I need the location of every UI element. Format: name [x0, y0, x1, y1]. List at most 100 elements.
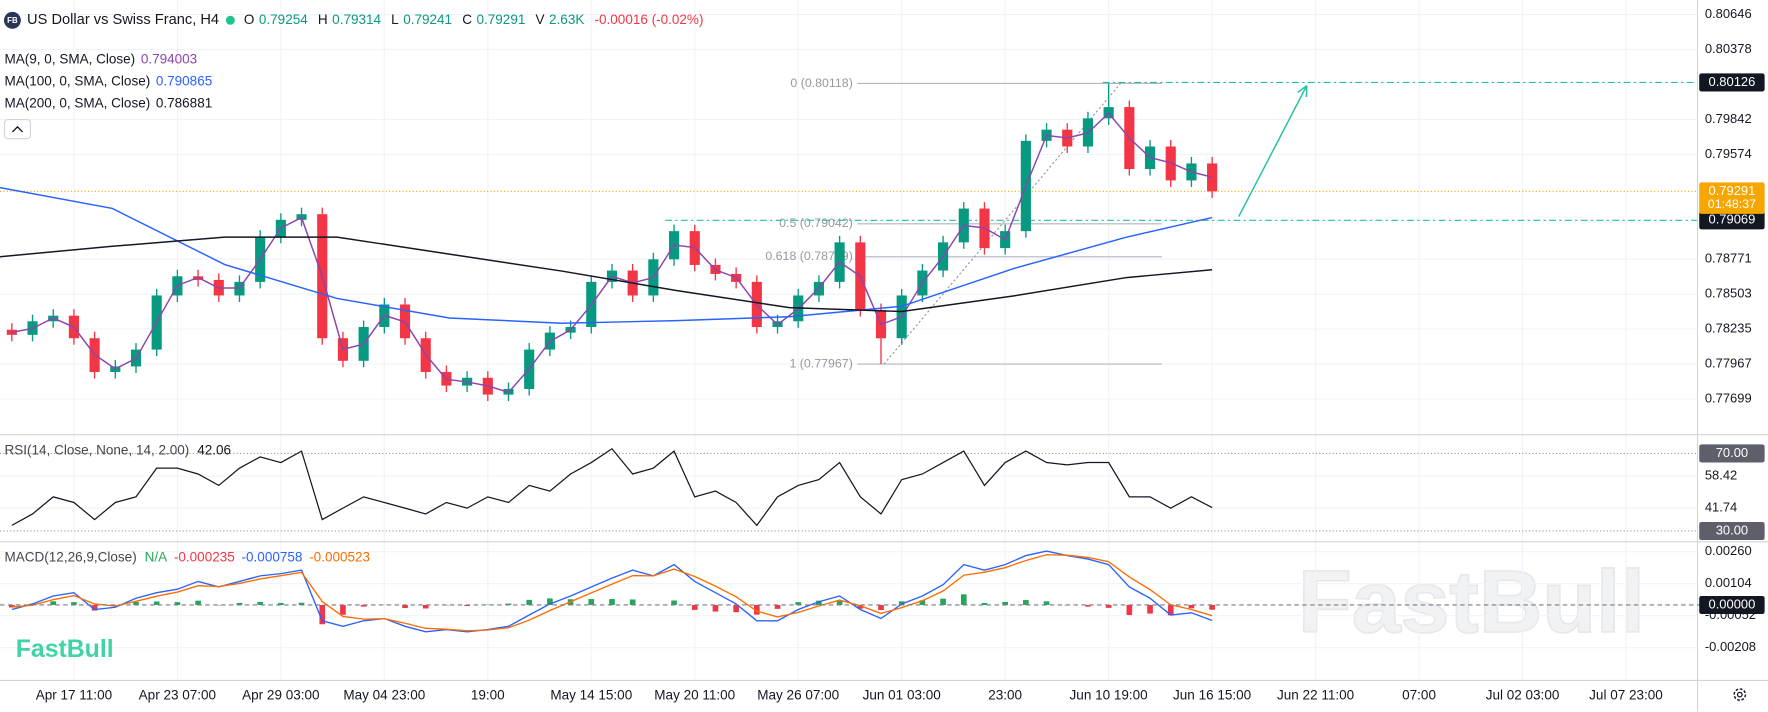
price-tick-label: 0.80646: [1705, 6, 1752, 21]
price-tick-label: 41.74: [1705, 500, 1737, 515]
histogram-bar: [629, 599, 636, 605]
symbol-title: US Dollar vs Swiss Franc, H4: [27, 12, 219, 28]
histogram-bar: [712, 604, 719, 612]
histogram-bar: [153, 601, 160, 605]
histogram-bar: [816, 600, 822, 605]
stat-value: 0.79291: [477, 12, 526, 27]
collapse-button[interactable]: [3, 118, 32, 140]
axis-value-box: [1699, 182, 1765, 214]
fib-level-label: 1 (0.77967): [789, 356, 852, 370]
histogram-bar: [919, 600, 926, 605]
macd-series-value: -0.000758: [242, 550, 303, 565]
macd-legend-name: MACD(12,26,9,Close): [5, 550, 137, 565]
histogram-bar: [50, 601, 57, 605]
chevron-icon: [11, 125, 24, 133]
histogram-bar: [174, 602, 181, 605]
price-tick-label: 0.79574: [1705, 146, 1752, 161]
axis-value-label: 0.80126: [1709, 74, 1756, 89]
ma-legend-name: MA(9, 0, SMA, Close): [5, 51, 136, 66]
histogram-bar: [547, 598, 553, 605]
histogram-bar: [257, 601, 263, 605]
time-tick-label: Apr 29 03:00: [242, 687, 319, 702]
legend-layer: MA(9, 0, SMA, Close) 0.794003 MA(100, 0, S…: [3, 11, 704, 565]
time-tick-label: 19:00: [471, 687, 505, 702]
time-tick-label: May 26 07:00: [757, 687, 839, 702]
gear-icon: [1733, 688, 1747, 701]
time-tick-label: 07:00: [1402, 687, 1436, 702]
histogram-bar: [1167, 604, 1174, 616]
time-tick-label: Jun 01 03:00: [863, 687, 941, 702]
ma-legend-value: 0.786881: [156, 95, 212, 110]
histogram-bar: [319, 604, 326, 625]
histogram-bar: [836, 600, 843, 605]
time-tick-label: Jun 22 11:00: [1277, 687, 1354, 702]
stat-value: 0.79314: [332, 12, 381, 27]
histogram-bar: [691, 604, 698, 610]
time-tick-label: Apr 17 11:00: [36, 687, 112, 702]
price-tick-label: 0.80378: [1705, 41, 1752, 56]
ma-legend-value: 0.790865: [156, 73, 212, 88]
rsi-line: [11, 447, 1213, 527]
time-tick-label: Jul 02 03:00: [1486, 687, 1560, 702]
histogram-bar: [195, 600, 201, 605]
axis-value-label: 0.79291: [1709, 183, 1756, 198]
stat-name: V: [536, 12, 545, 27]
background-layer: FastBull: [1297, 551, 1646, 652]
stat-value: 0.79254: [259, 12, 308, 27]
histogram-bar: [857, 604, 864, 609]
change-value: -0.00016 (-0.02%): [595, 12, 704, 27]
time-tick-label: Jul 07 23:00: [1589, 687, 1663, 702]
settings-button[interactable]: [1733, 688, 1747, 701]
gear-hub: [1736, 691, 1743, 698]
axis-value-box: [1699, 444, 1765, 463]
histogram-bar: [422, 604, 429, 609]
symbol-logo: [3, 11, 21, 29]
stat-value: 0.79241: [403, 12, 452, 27]
histogram-bar: [505, 603, 512, 605]
histogram-bar: [754, 604, 760, 615]
histogram-bar: [360, 604, 367, 607]
macd-line: [11, 550, 1213, 633]
symbol-logo-text: FB: [7, 16, 18, 25]
time-tick-label: Jun 10 19:00: [1070, 687, 1148, 702]
price-tick-label: 0.78235: [1705, 321, 1752, 336]
histogram-bar: [940, 598, 946, 605]
axis-value-box: [1699, 211, 1765, 230]
axis-value-box: [1699, 595, 1765, 615]
ma-legend-name: MA(200, 0, SMA, Close): [5, 95, 151, 110]
watermark: FastBull: [1298, 552, 1645, 651]
histogram-bar: [588, 599, 595, 605]
stat-name: C: [462, 12, 472, 27]
macd-status: N/A: [145, 550, 168, 565]
time-tick-label: Jun 16 15:00: [1173, 687, 1251, 702]
histogram-bar: [1126, 604, 1133, 616]
time-tick-label: May 14 15:00: [550, 687, 632, 702]
histogram-bar: [340, 604, 346, 615]
rsi-pane: [0, 447, 1697, 532]
histogram-bar: [609, 599, 615, 605]
axis-layer: Apr 17 11:00 Apr 23 07:00 Apr 29 03:00 May …: [0, 6, 1768, 702]
price-tick-label: 0.77967: [1705, 355, 1752, 370]
axis-value-box: [1699, 521, 1765, 541]
histogram-bar: [9, 604, 15, 608]
rsi-legend-name: RSI(14, Close, None, 14, 2.00): [5, 443, 190, 458]
price-tick-label: 0.78503: [1705, 286, 1752, 301]
countdown-label: 01:48:37: [1708, 197, 1756, 211]
price-pane: 0 (0.80118) 0.5 (0.79042) 0.618 (0.78789) 1…: [0, 76, 1697, 402]
macd-series-value: -0.000523: [309, 550, 370, 565]
time-tick-label: May 20 11:00: [654, 687, 735, 702]
moving-average-line: [0, 186, 1213, 324]
histogram-bar: [774, 604, 781, 609]
histogram-bar: [236, 602, 243, 605]
histogram-bar: [671, 600, 677, 605]
arrow-head: [1297, 85, 1308, 94]
histogram-bar: [878, 604, 884, 611]
ma-legend-value: 0.794003: [141, 51, 197, 66]
histogram-bar: [278, 602, 284, 605]
axis-value-label: 70.00: [1716, 445, 1748, 460]
histogram-bar: [1147, 604, 1153, 614]
fib-level-label: 0.618 (0.78789): [765, 249, 853, 263]
time-tick-label: 23:00: [988, 687, 1022, 702]
moving-average-line: [11, 112, 1213, 394]
histogram-bar: [981, 602, 988, 605]
